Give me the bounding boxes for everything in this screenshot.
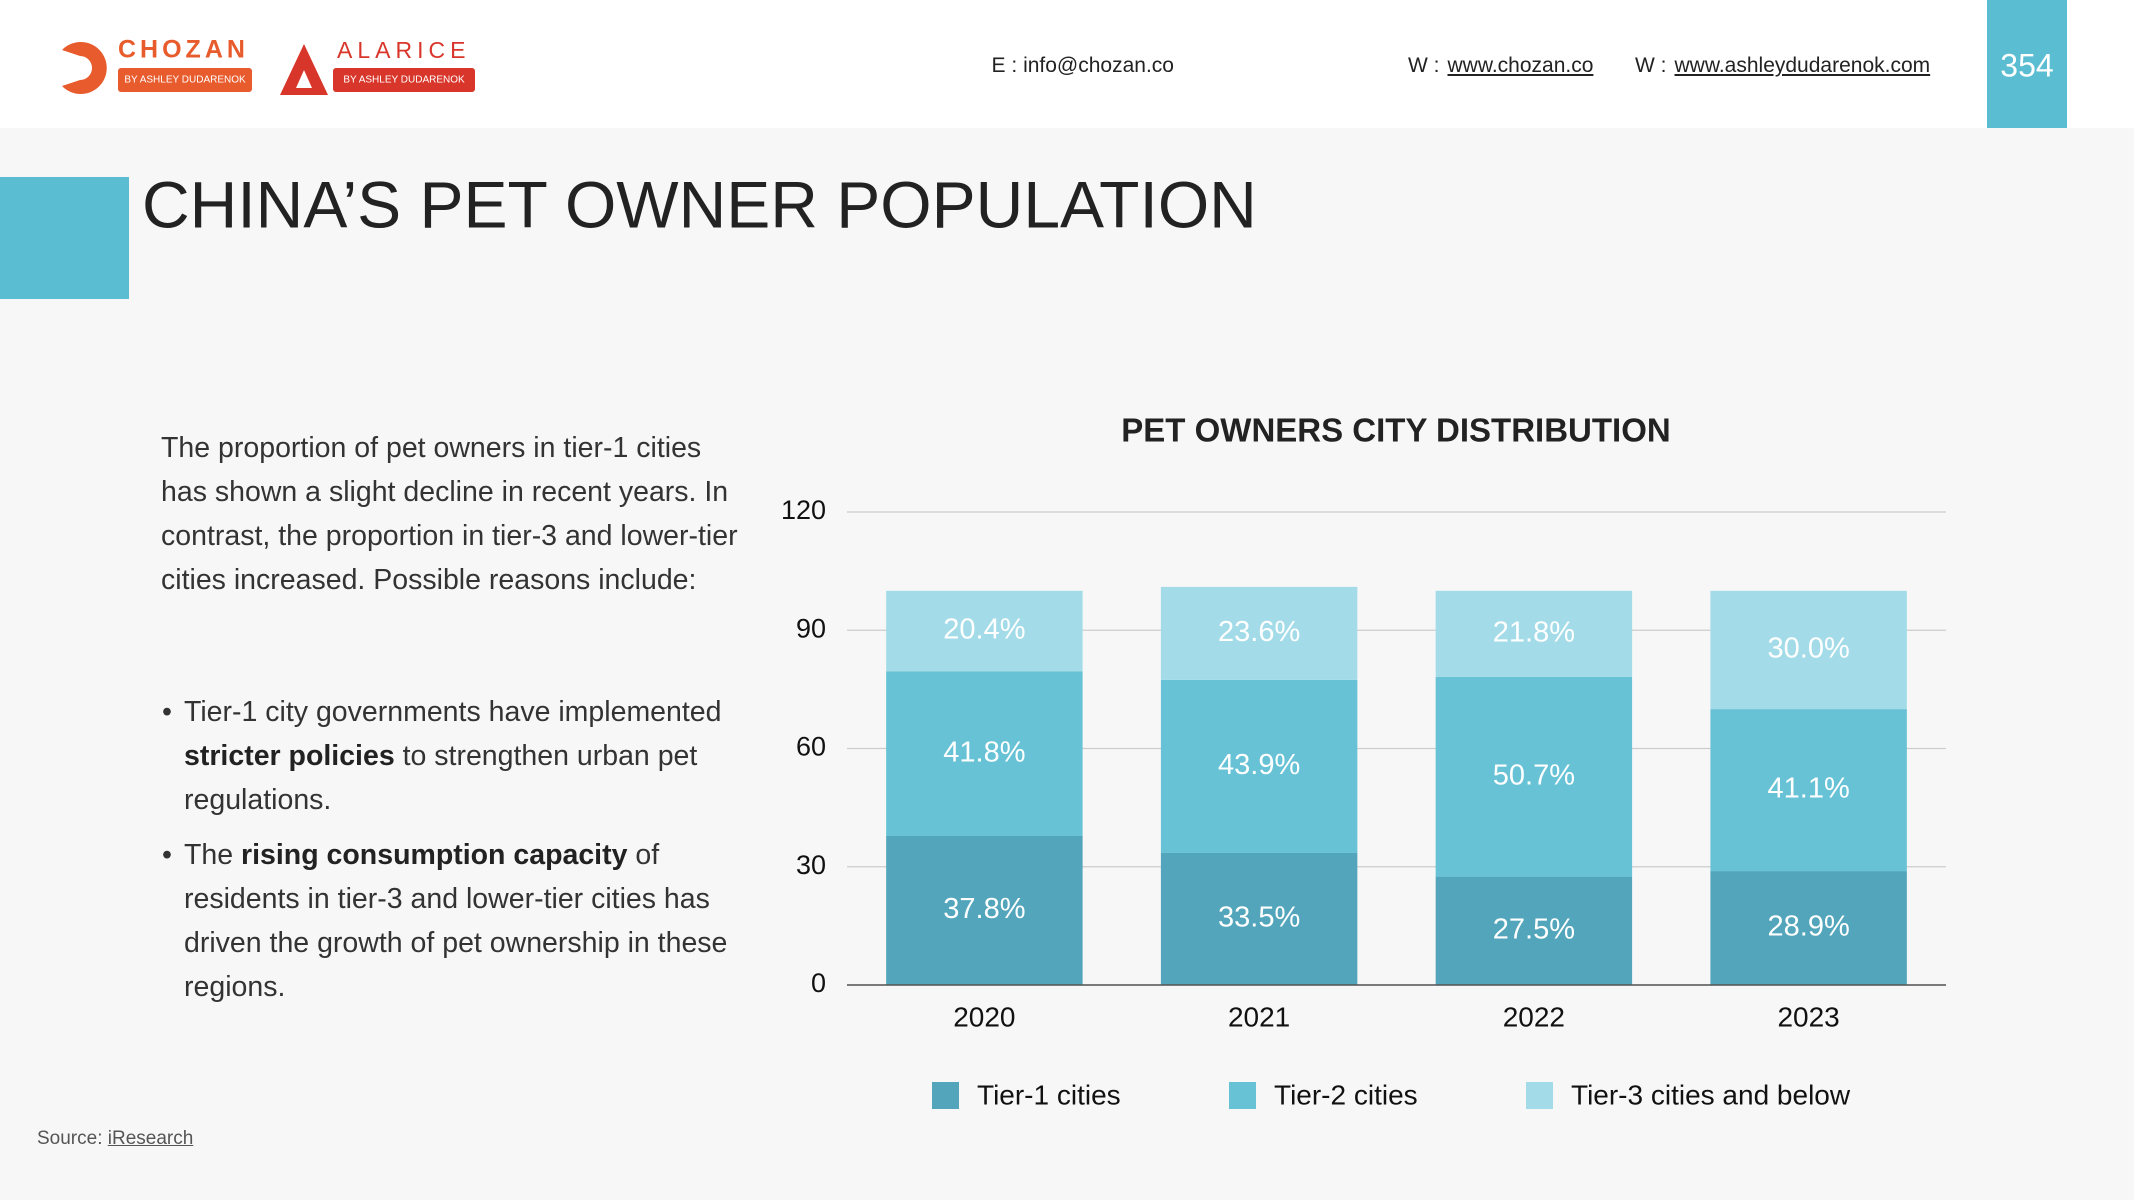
bullet-text: to strengthen urban pet regulations. xyxy=(184,740,698,816)
x-tick-label: 2022 xyxy=(1503,1001,1565,1032)
logo-icon xyxy=(62,42,107,94)
contact: W : www.ashleydudarenok.com xyxy=(1635,54,1930,78)
legend-swatch xyxy=(1526,1082,1553,1109)
logo-tagline: BY ASHLEY DUDARENOK xyxy=(124,75,246,86)
bar-segment xyxy=(1710,871,1907,985)
source: Source: iResearch xyxy=(37,1128,193,1150)
value-label: 41.1% xyxy=(1768,773,1850,805)
header xyxy=(0,0,2134,128)
value-label: 33.5% xyxy=(1218,902,1300,934)
value-label: 50.7% xyxy=(1493,759,1575,791)
chart-title: PET OWNERS CITY DISTRIBUTION xyxy=(1121,412,1670,449)
page-number-box xyxy=(1987,0,2067,128)
bullet-text: rising consumption capacity xyxy=(241,839,628,871)
value-label: 28.9% xyxy=(1768,911,1850,943)
value-label: 43.9% xyxy=(1218,749,1300,781)
bullet: Tier-1 city governments have implemented… xyxy=(182,690,762,822)
bar-segment xyxy=(1710,709,1907,872)
bar-segment xyxy=(886,590,1083,672)
value-label: 21.8% xyxy=(1493,616,1575,648)
value-label: 23.6% xyxy=(1218,616,1300,648)
y-tick-label: 30 xyxy=(796,850,826,880)
value-label: 27.5% xyxy=(1493,913,1575,945)
logo-tag xyxy=(333,68,475,92)
bar-segment xyxy=(886,836,1083,985)
bar-segment xyxy=(1435,590,1633,677)
contact-label: W : xyxy=(1408,54,1440,77)
value-label: 20.4% xyxy=(943,614,1025,646)
bar-segment xyxy=(886,671,1083,837)
legend-swatch xyxy=(932,1082,959,1109)
contact-label: E : xyxy=(991,54,1018,77)
contact-value: info@chozan.co xyxy=(1023,54,1174,77)
page-number: 354 xyxy=(2000,47,2053,83)
bar-segment xyxy=(1160,586,1358,680)
bar-segment xyxy=(1435,876,1633,985)
legend-label: Tier-1 cities xyxy=(977,1079,1121,1110)
legend-label: Tier-3 cities and below xyxy=(1571,1079,1851,1110)
value-label: 41.8% xyxy=(943,736,1025,768)
logo-name: ALARICE xyxy=(337,37,470,63)
intro-text: The proportion of pet owners in tier-1 c… xyxy=(161,432,738,596)
x-tick-label: 2020 xyxy=(953,1001,1015,1032)
bullet-text: stricter policies xyxy=(184,740,395,772)
contact-link[interactable]: www.chozan.co xyxy=(1447,54,1594,77)
y-tick-label: 60 xyxy=(796,732,826,762)
bar-segment xyxy=(1435,676,1633,877)
contact: E : info@chozan.co xyxy=(992,54,1174,78)
contact-label: W : xyxy=(1635,54,1667,77)
logo-tagline: BY ASHLEY DUDARENOK xyxy=(343,75,465,86)
contact: W : www.chozan.co xyxy=(1408,54,1593,78)
bullet-list: Tier-1 city governments have implemented… xyxy=(182,690,762,1020)
bullet-text: Tier-1 city governments have implemented xyxy=(184,696,722,728)
logo-name: CHOZAN xyxy=(118,36,249,64)
source-label: Source: xyxy=(37,1128,103,1149)
contact-link[interactable]: www.ashleydudarenok.com xyxy=(1674,54,1931,77)
bar-segment xyxy=(1160,679,1358,853)
logo-tag xyxy=(118,68,252,92)
slide-title: CHINA’S PET OWNER POPULATION xyxy=(142,167,1257,241)
logo-icon xyxy=(280,44,328,95)
bullet-text: of residents in tier-3 and lower-tier ci… xyxy=(184,839,728,1003)
y-tick-label: 120 xyxy=(781,495,826,525)
bullet: The rising consumption capacity of resid… xyxy=(182,833,762,1009)
x-tick-label: 2023 xyxy=(1777,1001,1839,1032)
y-tick-label: 90 xyxy=(796,613,826,643)
bullet-text: The xyxy=(184,839,242,871)
legend-label: Tier-2 cities xyxy=(1274,1079,1418,1110)
x-tick-label: 2021 xyxy=(1228,1001,1290,1032)
legend-swatch xyxy=(1229,1082,1256,1109)
bar-segment xyxy=(1710,590,1907,710)
title-accent xyxy=(0,177,129,299)
value-label: 30.0% xyxy=(1768,633,1850,665)
y-tick-label: 0 xyxy=(811,968,826,998)
value-label: 37.8% xyxy=(943,893,1025,925)
bar-segment xyxy=(1160,852,1358,985)
source-link[interactable]: iResearch xyxy=(107,1128,194,1149)
